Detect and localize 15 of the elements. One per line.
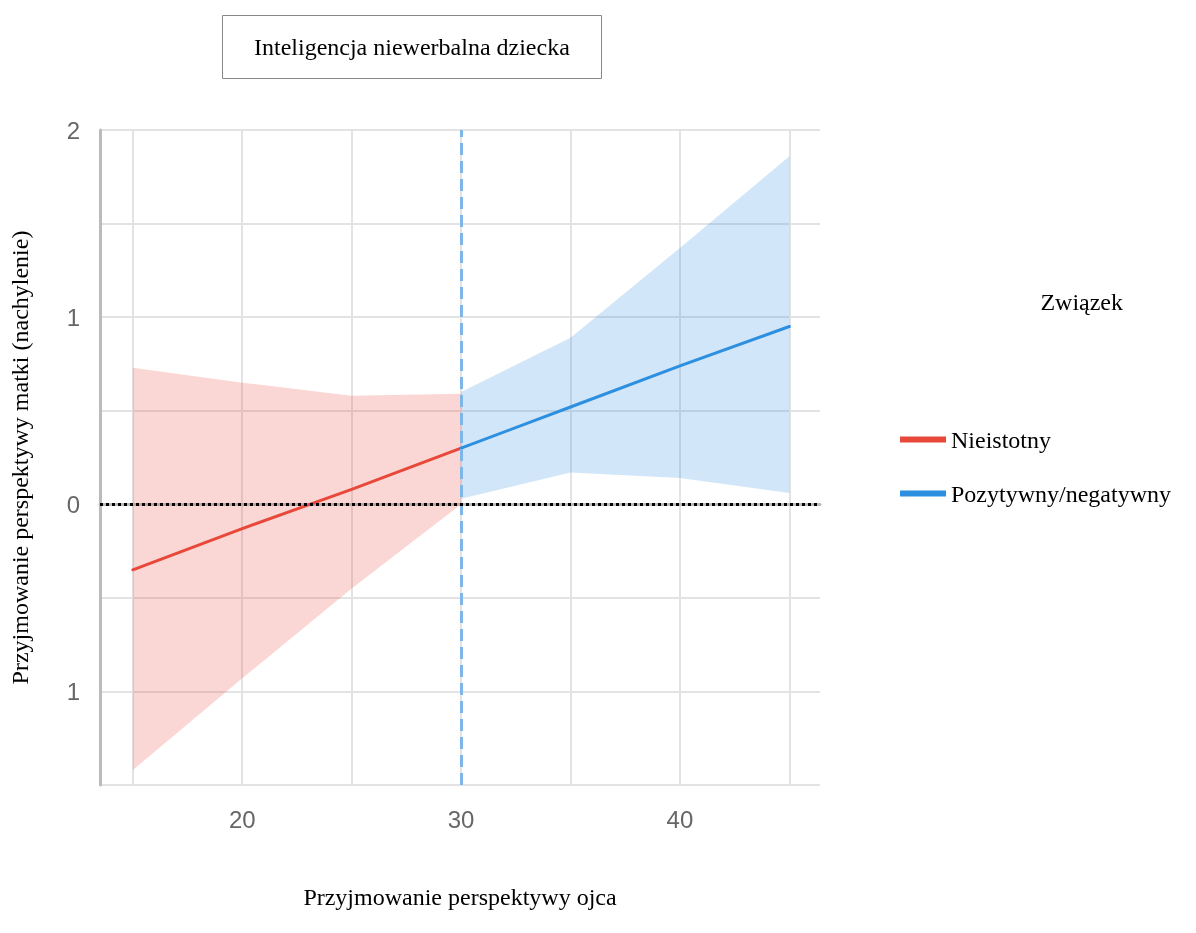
legend-label: Pozytywny/negatywny: [951, 480, 1172, 507]
x-tick-label: 30: [447, 805, 475, 833]
x-tick-label: 20: [228, 805, 256, 833]
line-series: [459, 325, 791, 450]
legend-title: Związek: [1040, 289, 1124, 315]
y-tick-label: 1: [66, 303, 80, 331]
y-tick-label: 2: [66, 116, 80, 144]
y-tick-label: 1: [66, 677, 80, 705]
x-axis-title: Przyjmowanie perspektywy ojca: [303, 884, 617, 910]
chart-title: Inteligencja niewerbalna dziecka: [254, 34, 571, 60]
x-tick-label: 40: [666, 805, 694, 833]
y-tick-label: 0: [66, 490, 80, 518]
line-series: [131, 446, 463, 572]
y-axis-title: Przyjmowanie perspektywy matki (nachylenie): [7, 230, 33, 685]
legend-label: Nieistotny: [951, 426, 1052, 453]
